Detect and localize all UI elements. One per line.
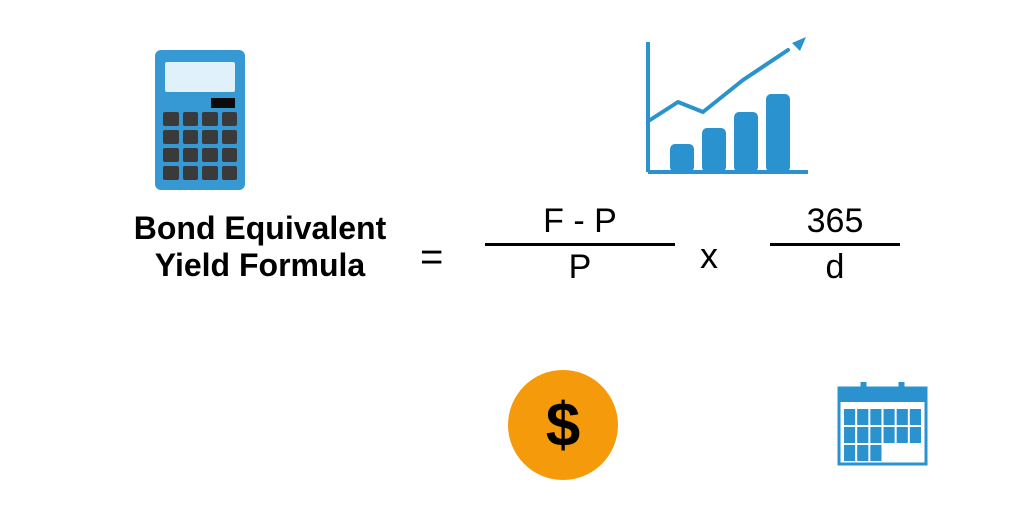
calc-solar <box>211 98 235 108</box>
title-line1: Bond Equivalent <box>110 210 410 247</box>
calc-key <box>183 112 199 126</box>
formula-title: Bond Equivalent Yield Formula <box>110 210 410 284</box>
equals-sign: = <box>420 235 443 280</box>
multiply-sign: x <box>700 235 718 277</box>
calendar-svg <box>835 380 930 468</box>
calc-key <box>163 148 179 162</box>
calc-key <box>202 130 218 144</box>
growth-chart-icon <box>640 32 810 182</box>
calc-key <box>222 112 238 126</box>
calc-keys <box>163 112 237 180</box>
denominator-1: P <box>551 246 610 289</box>
calc-key <box>202 166 218 180</box>
coin-circle: $ <box>508 370 618 480</box>
calc-key <box>163 130 179 144</box>
fraction-fp-over-p: F - P P <box>485 200 675 289</box>
calculator-icon <box>155 50 245 190</box>
dollar-symbol: $ <box>546 390 580 461</box>
calc-key <box>202 148 218 162</box>
calc-key <box>202 112 218 126</box>
calc-key <box>222 148 238 162</box>
infographic-canvas: Bond Equivalent Yield Formula = F - P P … <box>0 0 1024 526</box>
chart-svg <box>640 32 810 182</box>
numerator-1: F - P <box>525 200 635 243</box>
calc-key <box>183 130 199 144</box>
calendar-icon <box>835 380 930 468</box>
numerator-2: 365 <box>789 200 882 243</box>
calc-screen <box>165 62 235 92</box>
calc-key <box>222 166 238 180</box>
calc-key <box>183 148 199 162</box>
denominator-2: d <box>808 246 863 289</box>
fraction-365-over-d: 365 d <box>770 200 900 289</box>
calc-key <box>222 130 238 144</box>
calc-key <box>163 166 179 180</box>
dollar-coin-icon: $ <box>508 370 618 480</box>
calc-key <box>183 166 199 180</box>
calc-key <box>163 112 179 126</box>
title-line2: Yield Formula <box>110 247 410 284</box>
